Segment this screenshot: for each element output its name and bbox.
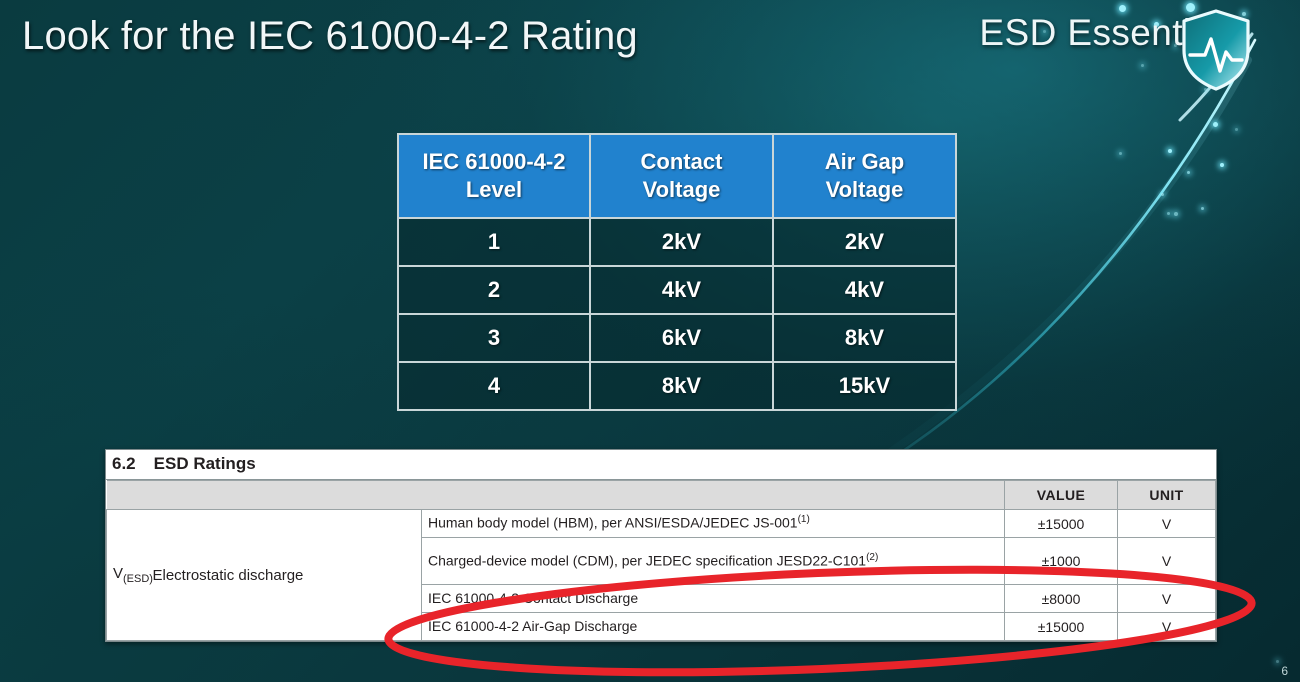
column-header-contact-voltage: Contact Voltage [589,132,774,220]
cell-airgap: 15kV [772,361,957,412]
sparkle-dot [1201,207,1204,210]
brand-label: ESD Essentials [979,9,1250,91]
sparkle-dot [1276,660,1279,663]
sparkle-dot [1161,193,1164,196]
table-row: 3 6kV 8kV [397,313,957,364]
esd-ratings-table: VALUE UNIT V(ESD) Electrostatic discharg… [106,480,1216,641]
sparkle-dot [1187,171,1190,174]
column-header-unit: UNIT [1117,480,1216,510]
table-header-row: VALUE UNIT [106,480,1216,510]
cell-description: IEC 61000-4-2 Air-Gap Discharge [421,612,1005,641]
cell-contact: 6kV [589,313,774,364]
cell-value: ±15000 [1004,612,1118,641]
cell-unit: V [1117,612,1216,641]
sparkle-dot [1213,122,1218,127]
cell-contact: 8kV [589,361,774,412]
table-row: V(ESD) Electrostatic discharge Human bod… [106,509,1216,641]
sparkle-dot [1119,5,1126,12]
table-row: 2 4kV 4kV [397,265,957,316]
section-title: ESD Ratings [153,454,256,473]
cell-airgap: 8kV [772,313,957,364]
column-header-value: VALUE [1004,480,1118,510]
table-row: 4 8kV 15kV [397,361,957,412]
cell-unit: V [1117,537,1216,585]
cell-unit: V [1117,584,1216,613]
cell-symbol: V(ESD) [106,509,153,641]
datasheet-excerpt: 6.2 ESD Ratings VALUE UNIT V(ESD) Electro… [105,449,1217,642]
column-header-level: IEC 61000-4-2 Level [397,132,591,220]
cell-level: 3 [397,313,591,364]
symbol-subscript: (ESD) [123,573,153,585]
column-header-blank [106,480,1005,510]
shield-pulse-icon [1182,9,1250,91]
cell-unit: V [1117,509,1216,538]
table-row: 1 2kV 2kV [397,217,957,268]
cell-parameter: Electrostatic discharge [146,509,422,641]
sparkle-dot [1174,212,1178,216]
sparkle-dot [1141,64,1144,67]
cell-description: Human body model (HBM), per ANSI/ESDA/JE… [421,509,1005,538]
cell-description: IEC 61000-4-2 Contact Discharge [421,584,1005,613]
sparkle-dot [1168,149,1172,153]
table-header-row: IEC 61000-4-2 Level Contact Voltage Air … [397,132,957,220]
cell-level: 4 [397,361,591,412]
sparkle-dot [1119,152,1122,155]
sparkle-dot [1235,128,1238,131]
iec-level-table: IEC 61000-4-2 Level Contact Voltage Air … [397,132,957,412]
cell-level: 1 [397,217,591,268]
cell-airgap: 2kV [772,217,957,268]
cell-value: ±1000 [1004,537,1118,585]
cell-level: 2 [397,265,591,316]
cell-contact: 2kV [589,217,774,268]
cell-contact: 4kV [589,265,774,316]
datasheet-section-heading: 6.2 ESD Ratings [106,450,1216,480]
column-header-air-gap-voltage: Air Gap Voltage [772,132,957,220]
sparkle-dot [1220,163,1224,167]
cell-value: ±15000 [1004,509,1118,538]
cell-description: Charged-device model (CDM), per JEDEC sp… [421,537,1005,585]
page-title: Look for the IEC 61000-4-2 Rating [22,14,638,58]
cell-value: ±8000 [1004,584,1118,613]
page-number: 6 [1281,664,1288,678]
footnote-marker: (1) [797,514,810,526]
cell-airgap: 4kV [772,265,957,316]
sparkle-dot [1167,212,1170,215]
footnote-marker: (2) [866,551,879,563]
section-number: 6.2 [112,454,136,473]
